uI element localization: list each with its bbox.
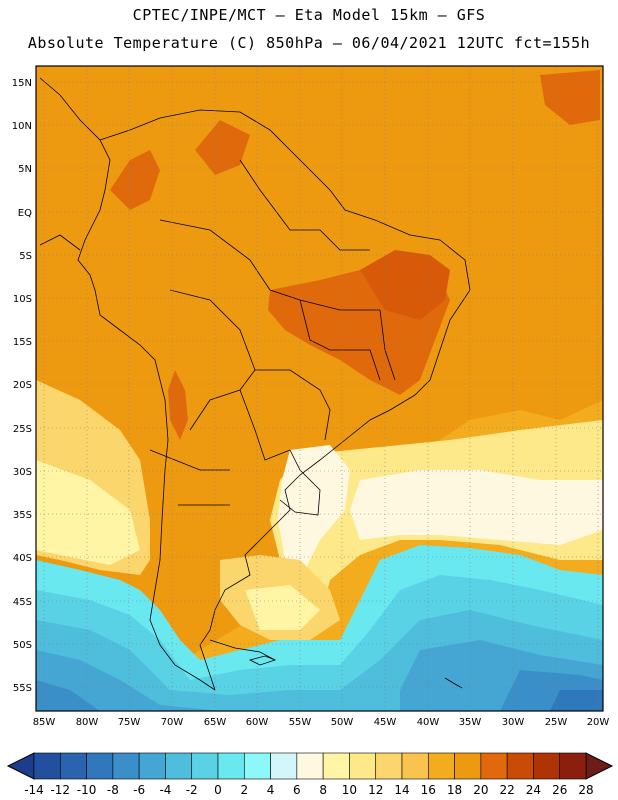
- colorbar-cell: [296, 752, 324, 780]
- lon-label: 35W: [459, 717, 482, 728]
- colorbar-cell: [559, 752, 587, 780]
- colorbar-cell: [59, 752, 87, 780]
- colorbar-label: 6: [293, 783, 301, 797]
- colorbar-label: 0: [214, 783, 222, 797]
- colorbar-label: 16: [421, 783, 436, 797]
- colorbar-label: 24: [526, 783, 541, 797]
- colorbar-label: 14: [394, 783, 409, 797]
- colorbar-cell: [217, 752, 245, 780]
- colorbar-cell: [480, 752, 508, 780]
- colorbar-label: 22: [500, 783, 515, 797]
- colorbar-cell: [322, 752, 350, 780]
- colorbar-label: 10: [342, 783, 357, 797]
- colorbar-cell: [138, 752, 166, 780]
- colorbar-label: 26: [552, 783, 567, 797]
- colorbar-label: 4: [267, 783, 275, 797]
- colorbar-cell: [86, 752, 114, 780]
- lat-label: 25S: [13, 424, 32, 435]
- colorbar-label: -2: [186, 783, 198, 797]
- colorbar-label: -14: [24, 783, 44, 797]
- lon-label: 55W: [289, 717, 312, 728]
- lon-label: 30W: [502, 717, 525, 728]
- colorbar-cell: [112, 752, 140, 780]
- lat-label: 10N: [12, 121, 32, 132]
- lat-label: 30S: [13, 467, 32, 478]
- colorbar-label: 28: [578, 783, 593, 797]
- colorbar-cell: [375, 752, 403, 780]
- colorbar-cell: [243, 752, 271, 780]
- colorbar-label: -12: [50, 783, 70, 797]
- colorbar-cell: [427, 752, 455, 780]
- lat-label: 50S: [13, 640, 32, 651]
- colorbar-label: 8: [319, 783, 327, 797]
- colorbar-cell: [191, 752, 219, 780]
- lon-label: 65W: [204, 717, 227, 728]
- lon-label: 85W: [33, 717, 56, 728]
- colorbar-cell: [33, 752, 61, 780]
- latitude-axis: 15N 10N 5N EQ 5S 10S 15S 20S 25S 30S 35S…: [12, 78, 32, 694]
- colorbar-cell: [165, 752, 193, 780]
- colorbar: -14 -12 -10 -8 -6 -4 -2 0 2 4 6 8 10 12 14 16 18 20 22 24 26…: [6, 752, 614, 797]
- colorbar-left-arrow-icon: [6, 752, 35, 780]
- lat-label: 45S: [13, 597, 32, 608]
- colorbar-cell: [401, 752, 429, 780]
- map-title-line2: Absolute Temperature (C) 850hPa – 06/04/…: [27, 34, 591, 52]
- lon-label: 40W: [417, 717, 440, 728]
- longitude-axis: 85W 80W 75W 70W 65W 60W 55W 50W 45W 40W …: [33, 717, 610, 728]
- lon-label: 45W: [374, 717, 397, 728]
- lat-label: 5N: [18, 164, 32, 175]
- lat-label: 10S: [13, 294, 32, 305]
- lat-label: 5S: [19, 251, 32, 262]
- lat-label: EQ: [18, 208, 32, 219]
- colorbar-cell: [270, 752, 298, 780]
- temperature-field: [36, 66, 603, 711]
- colorbar-label: -8: [107, 783, 119, 797]
- lat-label: 55S: [13, 683, 32, 694]
- lon-label: 60W: [246, 717, 269, 728]
- lon-label: 25W: [545, 717, 568, 728]
- lon-label: 50W: [331, 717, 354, 728]
- colorbar-label: 12: [368, 783, 383, 797]
- lat-label: 40S: [13, 553, 32, 564]
- colorbar-label: 2: [240, 783, 248, 797]
- lat-label: 15N: [12, 78, 32, 89]
- lon-label: 70W: [161, 717, 184, 728]
- map-title-line1: CPTEC/INPE/MCT – Eta Model 15km – GFS: [132, 6, 486, 24]
- colorbar-label: -4: [159, 783, 171, 797]
- map-frame: [35, 65, 604, 712]
- lat-label: 15S: [13, 337, 32, 348]
- lat-label: 35S: [13, 510, 32, 521]
- colorbar-cell: [506, 752, 534, 780]
- colorbar-cell: [454, 752, 482, 780]
- colorbar-right-arrow-icon: [585, 752, 614, 780]
- colorbar-label: 20: [473, 783, 488, 797]
- colorbar-cell: [349, 752, 377, 780]
- lon-label: 75W: [118, 717, 141, 728]
- colorbar-label: 18: [447, 783, 462, 797]
- lon-label: 80W: [76, 717, 99, 728]
- colorbar-label: -10: [77, 783, 97, 797]
- lat-label: 20S: [13, 380, 32, 391]
- colorbar-label: -6: [133, 783, 145, 797]
- lon-label: 20W: [587, 717, 610, 728]
- colorbar-cell: [533, 752, 561, 780]
